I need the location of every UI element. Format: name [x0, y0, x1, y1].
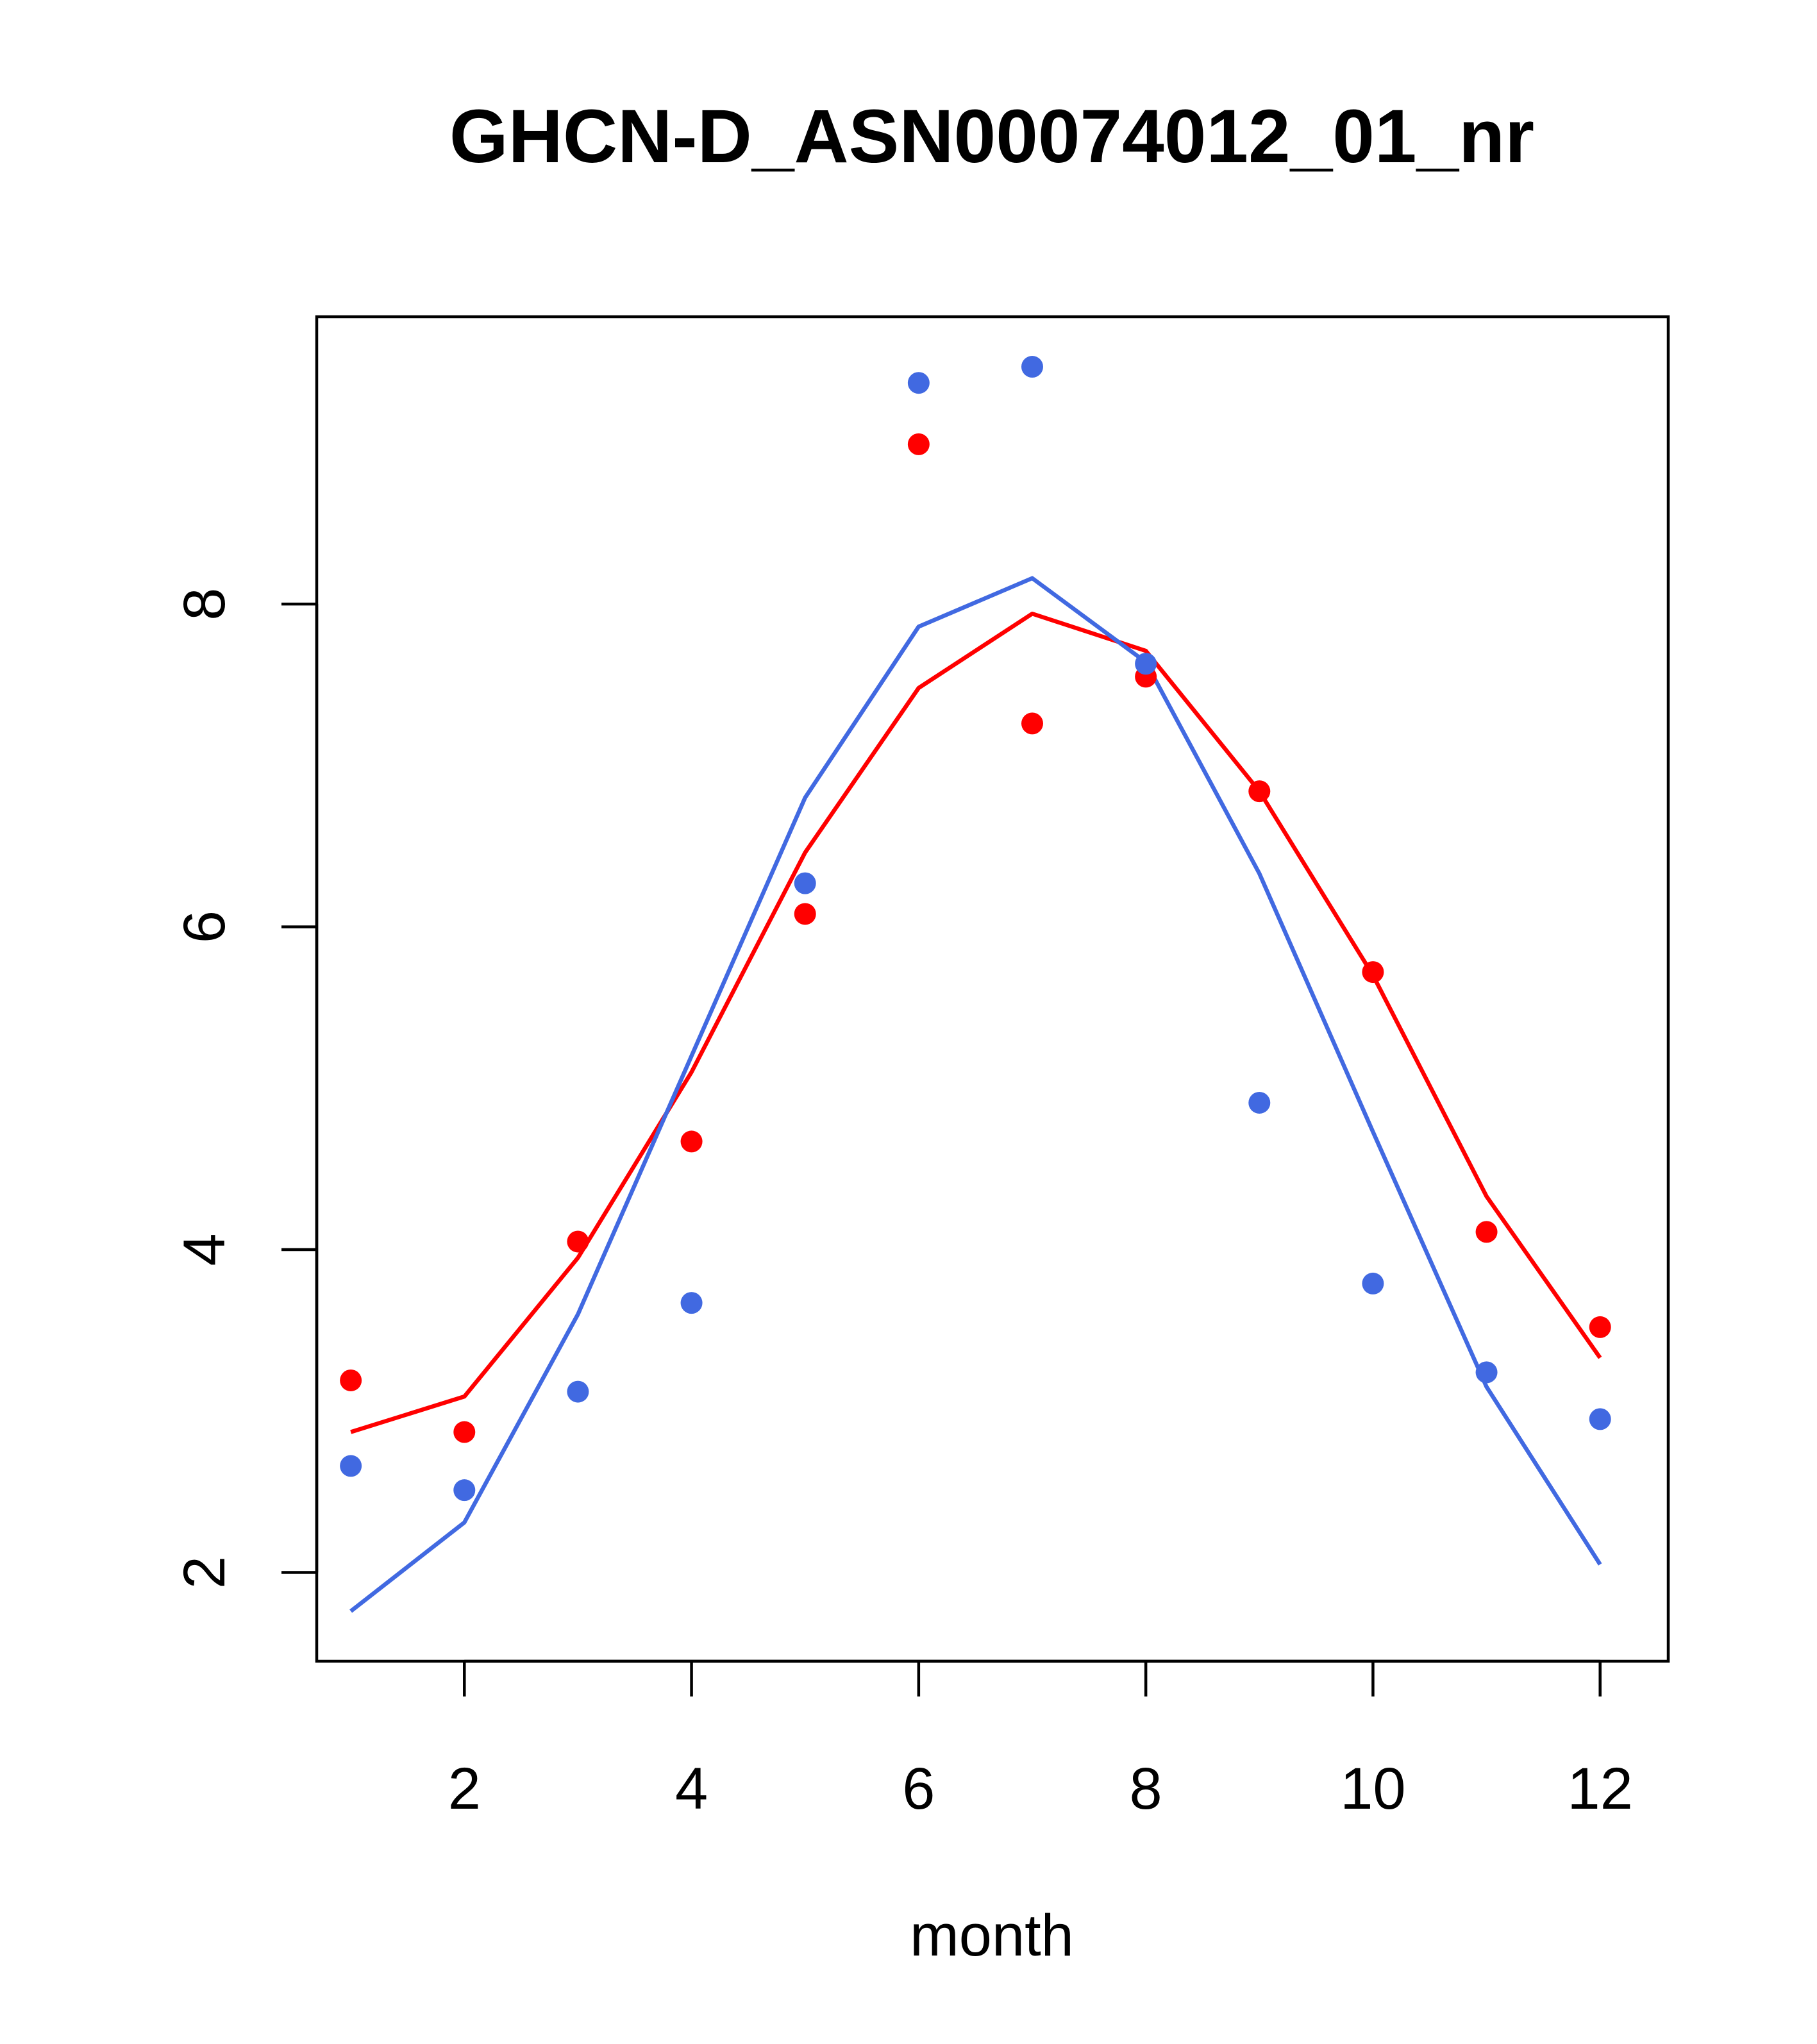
series-2-point	[453, 1479, 476, 1502]
series-1-point	[680, 1130, 703, 1153]
series-2-point	[1135, 653, 1157, 675]
y-tick-label: 8	[172, 588, 237, 621]
x-axis: 2 4 6 8 10 12	[448, 1659, 1633, 1822]
series-2-point	[680, 1292, 703, 1314]
series-2-point	[340, 1455, 362, 1477]
x-tick-label: 8	[1130, 1756, 1162, 1822]
series-1-point	[1589, 1316, 1611, 1338]
series-2-point	[1589, 1408, 1611, 1430]
series-1-point	[1021, 712, 1043, 735]
series-2-point	[1248, 1091, 1271, 1114]
y-tick-label: 4	[172, 1233, 237, 1266]
series-2-point	[907, 372, 930, 394]
plot-frame	[315, 315, 1670, 1663]
series-1-point	[567, 1230, 589, 1253]
x-tick-label: 10	[1340, 1756, 1405, 1822]
series-2-point	[1362, 1272, 1384, 1294]
series-1-point	[340, 1369, 362, 1391]
series-1-point	[1248, 780, 1271, 803]
series-layer	[340, 356, 1611, 1613]
series-2-point	[567, 1380, 589, 1403]
series-2-point	[1021, 356, 1043, 378]
series-1-point	[1475, 1221, 1498, 1243]
series-1-point	[794, 903, 816, 925]
x-tick-label: 12	[1568, 1756, 1633, 1822]
series-1-line	[350, 611, 1602, 1434]
series-1-point	[907, 433, 930, 455]
x-axis-label: month	[910, 1903, 1074, 1968]
y-tick-label: 6	[172, 910, 237, 943]
series-2-line	[349, 576, 1602, 1613]
x-tick-label: 2	[448, 1756, 481, 1822]
chart-title: GHCN-D_ASN00074012_01_nr	[449, 94, 1534, 179]
x-tick-label: 6	[902, 1756, 935, 1822]
y-axis: 2 4 6 8	[172, 588, 319, 1589]
series-2-point	[1475, 1361, 1498, 1384]
y-tick-label: 2	[172, 1556, 237, 1589]
x-tick-label: 4	[675, 1756, 708, 1822]
series-1-point	[453, 1421, 476, 1443]
series-1-point	[1362, 961, 1384, 984]
series-2-point	[794, 872, 816, 894]
